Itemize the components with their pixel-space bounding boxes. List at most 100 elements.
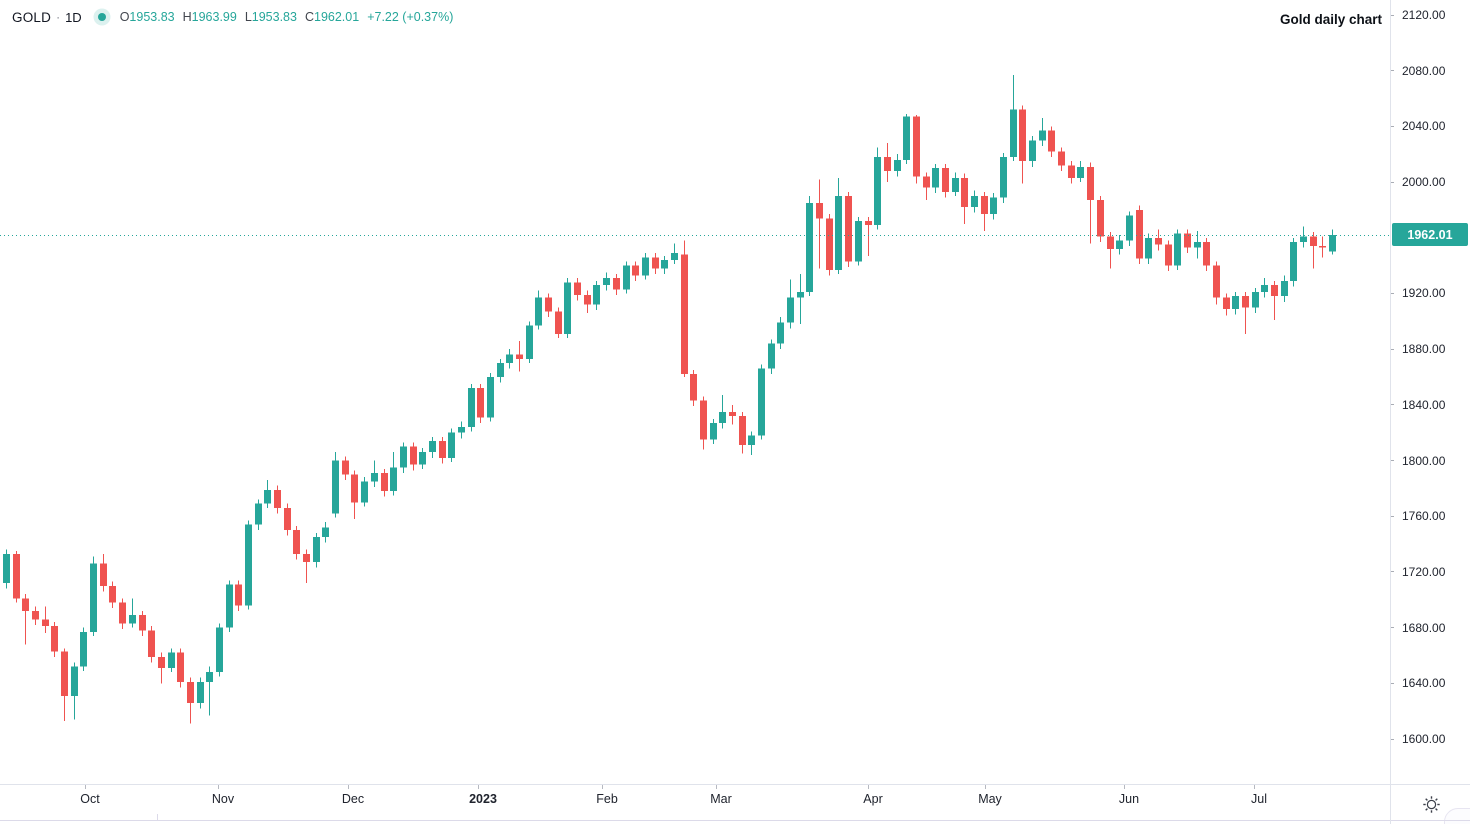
candle[interactable] xyxy=(787,279,794,329)
candle[interactable] xyxy=(758,364,765,440)
candle[interactable] xyxy=(748,431,755,455)
candle[interactable] xyxy=(1097,196,1104,242)
candle[interactable] xyxy=(584,290,591,313)
candle[interactable] xyxy=(903,113,910,164)
candle[interactable] xyxy=(419,448,426,469)
candle[interactable] xyxy=(458,421,465,439)
candle[interactable] xyxy=(535,290,542,330)
candle[interactable] xyxy=(1010,74,1017,162)
candle[interactable] xyxy=(168,648,175,673)
candle[interactable] xyxy=(80,627,87,671)
candle[interactable] xyxy=(284,503,291,536)
candle[interactable] xyxy=(729,404,736,425)
candle[interactable] xyxy=(1174,229,1181,270)
candle[interactable] xyxy=(1165,240,1172,272)
candle[interactable] xyxy=(981,191,988,231)
candle[interactable] xyxy=(264,480,271,508)
candle[interactable] xyxy=(1223,293,1230,316)
candle[interactable] xyxy=(700,396,707,450)
candle[interactable] xyxy=(1194,230,1201,259)
candle[interactable] xyxy=(197,677,204,709)
candle[interactable] xyxy=(545,293,552,318)
candle[interactable] xyxy=(361,477,368,507)
candle[interactable] xyxy=(526,321,533,364)
price-axis[interactable]: 2120.00 2080.00 2040.00 2000.00 1920.00 1880.… xyxy=(1390,0,1470,784)
candle[interactable] xyxy=(603,272,610,291)
candle[interactable] xyxy=(100,553,107,592)
candle[interactable] xyxy=(942,163,949,198)
candle[interactable] xyxy=(1310,232,1317,269)
candle[interactable] xyxy=(1213,261,1220,305)
market-status-dot-icon[interactable] xyxy=(97,13,106,21)
candle[interactable] xyxy=(1039,118,1046,146)
candle[interactable] xyxy=(710,418,717,444)
candle[interactable] xyxy=(855,216,862,266)
candle[interactable] xyxy=(51,622,58,657)
candle[interactable] xyxy=(400,442,407,474)
candle[interactable] xyxy=(206,666,213,716)
candle[interactable] xyxy=(894,154,901,177)
candle[interactable] xyxy=(1029,136,1036,167)
candle[interactable] xyxy=(255,499,262,531)
candle[interactable] xyxy=(961,173,968,224)
candle[interactable] xyxy=(303,549,310,584)
candle[interactable] xyxy=(865,216,872,256)
candle[interactable] xyxy=(342,456,349,481)
candle[interactable] xyxy=(661,255,668,274)
candle[interactable] xyxy=(32,606,39,625)
candle[interactable] xyxy=(932,163,939,194)
candle[interactable] xyxy=(826,214,833,276)
chart-title-annotation[interactable]: Gold daily chart xyxy=(1279,12,1382,27)
candle[interactable] xyxy=(235,580,242,611)
candle[interactable] xyxy=(923,172,930,201)
candle[interactable] xyxy=(777,317,784,350)
candle[interactable] xyxy=(690,370,697,407)
scroll-handle-mark[interactable] xyxy=(157,814,158,821)
candle[interactable] xyxy=(3,549,10,589)
candle[interactable] xyxy=(487,372,494,422)
candle[interactable] xyxy=(1126,211,1133,247)
candle[interactable] xyxy=(806,196,813,297)
candle[interactable] xyxy=(555,307,562,339)
candle[interactable] xyxy=(1048,126,1055,158)
candle[interactable] xyxy=(971,190,978,213)
candle[interactable] xyxy=(139,610,146,636)
candle[interactable] xyxy=(1000,152,1007,203)
candle[interactable] xyxy=(22,594,29,645)
candle[interactable] xyxy=(216,623,223,677)
candle[interactable] xyxy=(390,452,397,496)
candle[interactable] xyxy=(1271,280,1278,320)
candle[interactable] xyxy=(671,243,678,265)
candle[interactable] xyxy=(1184,229,1191,254)
bottom-scroll-track[interactable] xyxy=(0,820,1470,821)
candle[interactable] xyxy=(71,662,78,720)
candle[interactable] xyxy=(564,278,571,339)
candle[interactable] xyxy=(623,261,630,294)
candle[interactable] xyxy=(1107,232,1114,269)
interval-label[interactable]: 1D xyxy=(65,9,82,25)
candle[interactable] xyxy=(439,436,446,464)
candle[interactable] xyxy=(613,273,620,295)
candle[interactable] xyxy=(739,411,746,454)
candle[interactable] xyxy=(593,280,600,311)
candle[interactable] xyxy=(1242,292,1249,334)
candle[interactable] xyxy=(1319,236,1326,258)
candle[interactable] xyxy=(845,191,852,268)
candle[interactable] xyxy=(719,395,726,429)
time-axis[interactable]: Oct Nov Dec 2023 Feb Mar Apr May Jun Jul xyxy=(0,784,1470,824)
candle[interactable] xyxy=(313,532,320,568)
candle[interactable] xyxy=(990,193,997,220)
symbol-name[interactable]: GOLD xyxy=(12,9,52,25)
candle[interactable] xyxy=(477,383,484,423)
candle[interactable] xyxy=(632,261,639,281)
candle[interactable] xyxy=(293,525,300,560)
candle[interactable] xyxy=(468,383,475,432)
candle[interactable] xyxy=(1068,161,1075,184)
candle[interactable] xyxy=(13,551,20,603)
candle[interactable] xyxy=(351,470,358,520)
candle[interactable] xyxy=(1300,226,1307,248)
candle[interactable] xyxy=(274,485,281,514)
candle[interactable] xyxy=(1290,237,1297,287)
axis-settings-button[interactable] xyxy=(1413,786,1449,822)
candlestick-pane[interactable] xyxy=(0,0,1390,784)
